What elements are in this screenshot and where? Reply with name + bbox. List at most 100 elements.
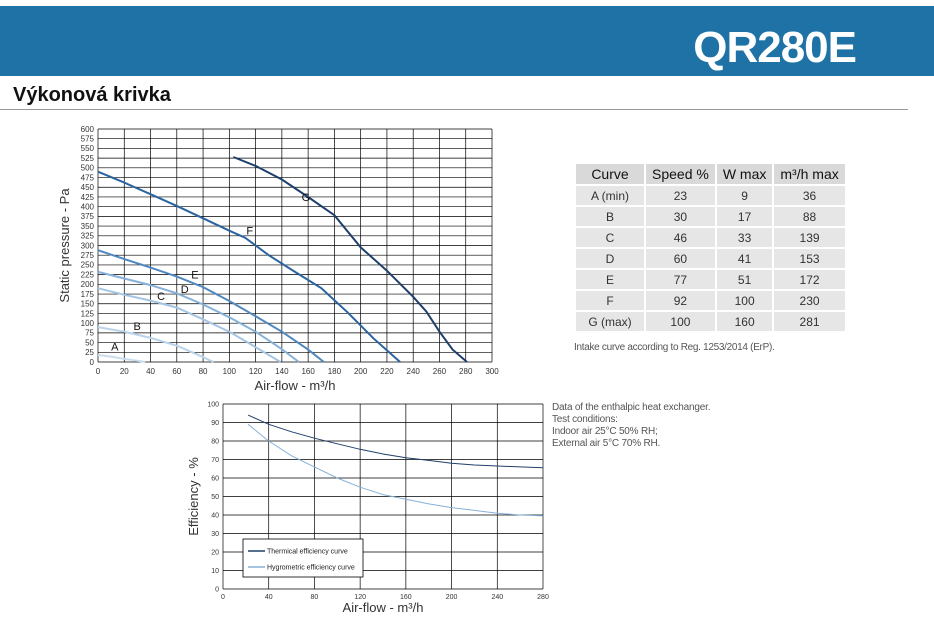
x-tick-label: 240 (491, 594, 503, 601)
y-tick-label: 450 (81, 183, 95, 192)
section-title: Výkonová krivka (13, 84, 171, 106)
y-tick-label: 575 (81, 135, 95, 144)
x-tick-label: 120 (249, 367, 263, 376)
table-row: G (max) 100 160 281 (576, 312, 845, 331)
efficiency-chart: 0 40 80 120 160 200 240 280 0 10 20 30 40 50 60 70 80 90 1… (186, 401, 549, 615)
table-cell: 33 (716, 228, 773, 247)
table-cell: 139 (774, 228, 845, 247)
static-pressure-chart: 0 20 40 60 80 100 120 140 160 180 200 220 240 260 280 3… (57, 125, 499, 393)
y-tick-label: 425 (81, 193, 95, 202)
series-line-hygrometric-efficiency-curve (247, 423, 544, 517)
test-line: Data of the enthalpic heat exchanger. (552, 402, 711, 413)
x-tick-label: 0 (221, 594, 225, 601)
series-line-a (97, 354, 146, 363)
curve-label: D (181, 284, 189, 296)
table-cell: 30 (646, 207, 715, 226)
table-cell: B (576, 207, 644, 226)
x-tick-label: 240 (407, 367, 421, 376)
curve-label: G (302, 192, 311, 204)
test-line: External air 5°C 70% RH. (552, 438, 661, 449)
x-tick-label: 280 (537, 594, 549, 601)
x-tick-label: 120 (354, 594, 366, 601)
table-row: A (min) 23 9 36 (576, 186, 845, 205)
table-cell: 92 (646, 291, 715, 310)
table-cell: E (576, 270, 644, 289)
x-tick-label: 40 (146, 367, 155, 376)
table-header-row: Curve Speed % W max m³/h max (576, 164, 845, 184)
y-tick-label: 80 (211, 438, 219, 445)
y-tick-label: 600 (81, 125, 95, 134)
y-tick-label: 40 (211, 512, 219, 519)
y-tick-label: 525 (81, 154, 95, 163)
y-tick-label: 475 (81, 173, 95, 182)
legend-box (242, 538, 364, 578)
x-tick-label: 160 (400, 594, 412, 601)
y-tick-label: 30 (211, 531, 219, 538)
chart-legend: Thermical efficiency curve Hygrometric ef… (242, 538, 364, 578)
y-tick-label: 25 (85, 348, 94, 357)
y-tick-label: 150 (81, 300, 95, 309)
y-tick-label: 100 (207, 401, 219, 408)
table-row: D 60 41 153 (576, 249, 845, 268)
x-tick-label: 160 (301, 367, 315, 376)
x-tick-label: 300 (485, 367, 499, 376)
x-axis-label: Air-flow - m³/h (343, 600, 424, 615)
y-tick-label: 10 (211, 568, 219, 575)
series-line-e (97, 249, 325, 363)
table-cell: 88 (774, 207, 845, 226)
test-line: Test conditions: (552, 414, 618, 425)
table-cell: 172 (774, 270, 845, 289)
table-cell: 100 (646, 312, 715, 331)
table-row: F 92 100 230 (576, 291, 845, 310)
y-tick-label: 300 (81, 241, 95, 250)
x-tick-label: 220 (380, 367, 394, 376)
table-cell: 23 (646, 186, 715, 205)
series-line-thermical-efficiency-curve (247, 414, 544, 469)
y-tick-label: 0 (215, 586, 219, 593)
x-tick-label: 280 (459, 367, 473, 376)
x-tick-label: 100 (223, 367, 237, 376)
curve-label: F (246, 226, 253, 238)
series-line-g (232, 156, 468, 363)
x-tick-label: 40 (265, 594, 273, 601)
table-cell: 51 (716, 270, 773, 289)
curve-label: A (111, 341, 119, 353)
y-tick-label: 175 (81, 290, 95, 299)
y-tick-label: 20 (211, 549, 219, 556)
curve-label: E (191, 270, 198, 282)
table-header-flowmax: m³/h max (774, 164, 845, 184)
table-row: C 46 33 139 (576, 228, 845, 247)
x-tick-label: 80 (311, 594, 319, 601)
x-tick-label: 80 (199, 367, 208, 376)
table-cell: 36 (774, 186, 845, 205)
y-tick-label: 375 (81, 212, 95, 221)
table-cell: D (576, 249, 644, 268)
table-cell: 9 (716, 186, 773, 205)
y-tick-label: 90 (211, 420, 219, 427)
test-line: Indoor air 25°C 50% RH; (552, 426, 658, 437)
y-tick-label: 50 (211, 494, 219, 501)
y-tick-label: 550 (81, 144, 95, 153)
y-tick-label: 125 (81, 309, 95, 318)
table-header-curve: Curve (576, 164, 644, 184)
series-line-c (97, 287, 282, 363)
y-tick-label: 350 (81, 222, 95, 231)
x-tick-label: 200 (446, 594, 458, 601)
header-bar: QR280E (0, 6, 934, 76)
curve-label: C (157, 291, 165, 303)
x-tick-label: 200 (354, 367, 368, 376)
x-tick-label: 20 (120, 367, 129, 376)
series-line-b (97, 326, 215, 363)
table-header-speed: Speed % (646, 164, 715, 184)
table-row: E 77 51 172 (576, 270, 845, 289)
y-tick-label: 200 (81, 280, 95, 289)
x-tick-label: 260 (433, 367, 447, 376)
y-tick-label: 50 (85, 338, 94, 347)
y-axis-label: Static pressure - Pa (57, 188, 72, 303)
intake-note: Intake curve according to Reg. 1253/2014… (574, 342, 775, 353)
x-tick-label: 140 (275, 367, 289, 376)
series-line-f (97, 170, 401, 363)
y-tick-label: 275 (81, 251, 95, 260)
x-tick-label: 60 (172, 367, 181, 376)
x-tick-label: 180 (328, 367, 342, 376)
